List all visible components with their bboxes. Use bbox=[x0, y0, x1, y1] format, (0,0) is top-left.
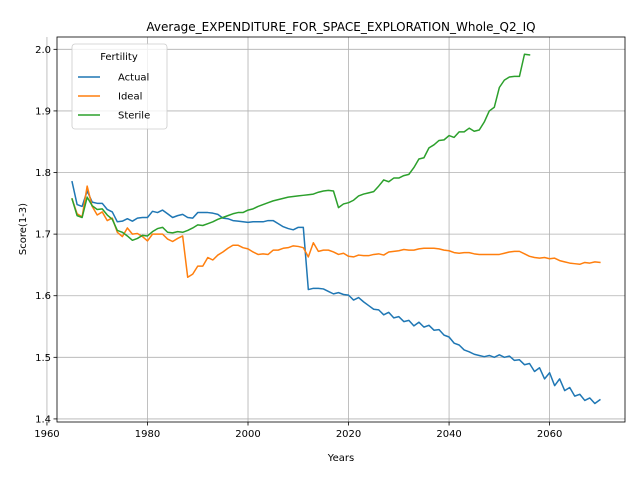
y-tick-label: 1.9 bbox=[35, 106, 51, 117]
gridlines bbox=[46, 37, 625, 422]
series-line-ideal bbox=[71, 185, 601, 278]
y-tick-label: 1.5 bbox=[35, 353, 51, 364]
legend: Fertility Actual Ideal Sterile bbox=[71, 43, 168, 130]
x-axis: 1960 1980 2000 2020 2040 2060 bbox=[34, 422, 562, 440]
x-axis-label: Years bbox=[327, 453, 354, 464]
x-tick-label: 1980 bbox=[135, 429, 160, 440]
y-axis: 1.4 1.5 1.6 1.7 1.8 1.9 2.0 bbox=[35, 45, 57, 425]
y-tick-label: 1.6 bbox=[35, 291, 51, 302]
x-tick-label: 2020 bbox=[336, 429, 361, 440]
series-lines bbox=[71, 53, 601, 405]
legend-label-ideal: Ideal bbox=[118, 92, 142, 103]
y-tick-label: 1.7 bbox=[35, 230, 51, 241]
x-tick-label: 2040 bbox=[436, 429, 461, 440]
x-tick-label: 1960 bbox=[34, 429, 59, 440]
legend-label-actual: Actual bbox=[118, 73, 149, 84]
y-tick-label: 1.8 bbox=[35, 168, 51, 179]
series-line-actual bbox=[71, 180, 601, 405]
x-tick-label: 2060 bbox=[537, 429, 562, 440]
plot-frame bbox=[56, 36, 626, 423]
y-tick-label: 2.0 bbox=[35, 45, 51, 56]
legend-label-sterile: Sterile bbox=[118, 111, 150, 122]
chart-title: Average_EXPENDITURE_FOR_SPACE_EXPLORATIO… bbox=[146, 20, 535, 34]
y-tick-label: 1.4 bbox=[35, 414, 51, 425]
legend-title: Fertility bbox=[100, 52, 138, 63]
legend-box bbox=[71, 43, 168, 130]
series-line-sterile bbox=[71, 53, 531, 242]
x-tick-label: 2000 bbox=[235, 429, 260, 440]
y-axis-label: Score(1-3) bbox=[18, 203, 29, 255]
